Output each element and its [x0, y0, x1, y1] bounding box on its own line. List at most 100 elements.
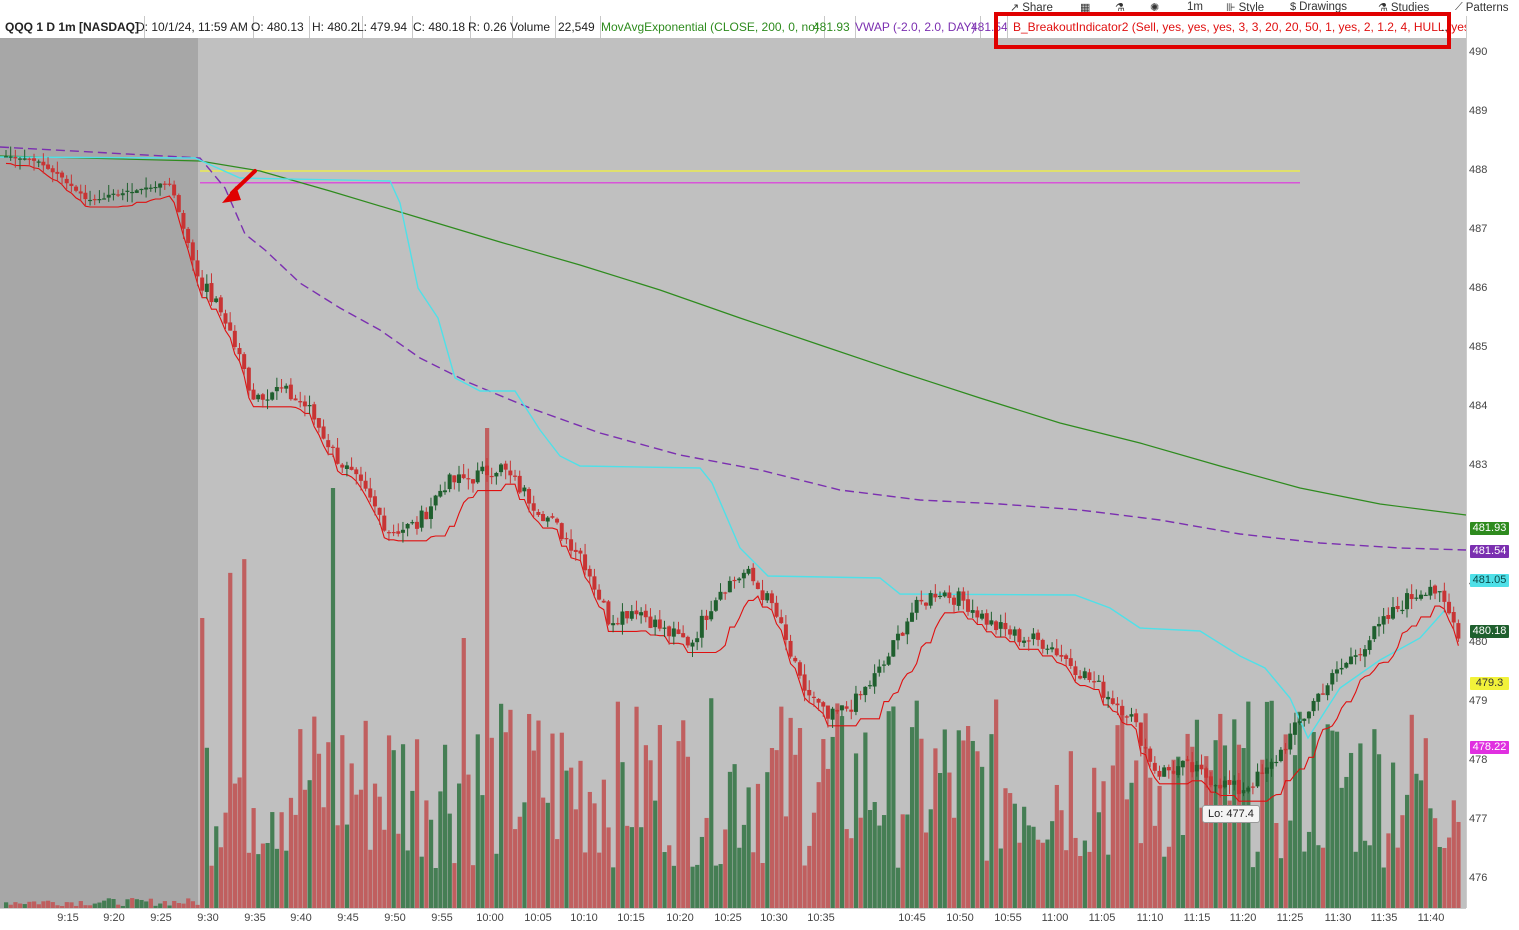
volume-label[interactable]: Volume: [505, 16, 557, 38]
symbol-label[interactable]: QQQ 1 D 1m [NASDAQ]: [0, 16, 146, 38]
time-tick-label: 11:20: [1229, 912, 1257, 924]
volume-bar: [288, 797, 294, 908]
candle-body: [1148, 748, 1153, 762]
volume-bar: [1372, 729, 1377, 908]
candle-body: [354, 469, 359, 475]
share-button[interactable]: ↗ Share: [1010, 1, 1053, 15]
candle-body: [508, 470, 513, 476]
volume-bar: [88, 905, 93, 908]
candle-body: [288, 384, 293, 400]
volume-bar: [1428, 808, 1433, 908]
flask-button[interactable]: ⚗: [1115, 1, 1125, 14]
candle-body: [629, 611, 634, 619]
volume-bar: [886, 711, 891, 908]
candle-body: [1068, 658, 1073, 666]
volume-bar: [671, 865, 677, 908]
volume-bar: [760, 863, 765, 908]
volume-bar: [1073, 837, 1078, 908]
volume-bar: [1003, 788, 1008, 908]
candle-body: [1101, 681, 1106, 698]
volume-bar: [914, 700, 919, 908]
date-label: D: 10/1/24, 11:59 AM: [131, 16, 254, 38]
candle-body: [681, 633, 686, 638]
candle-body: [330, 446, 335, 448]
volume-bar: [657, 725, 662, 908]
volume-bar: [204, 747, 210, 908]
volume-bar: [872, 802, 877, 908]
volume-bar: [1241, 748, 1246, 908]
candle-body: [695, 638, 700, 643]
price-axis[interactable]: [1466, 16, 1519, 908]
time-axis[interactable]: [0, 908, 1466, 930]
candle-body: [1260, 772, 1265, 774]
candle-body: [863, 686, 868, 696]
candle-body: [223, 313, 228, 324]
volume-bar: [83, 905, 88, 908]
candle-body: [699, 615, 704, 638]
volume-bar: [1129, 782, 1134, 908]
chart-plot-area[interactable]: [0, 38, 1466, 908]
candle-body: [1082, 671, 1087, 679]
breakout-study-label[interactable]: B_BreakoutIndicator2 (Sell, yes, yes, ye…: [1008, 16, 1480, 38]
more-studies-button[interactable]: ...: [1441, 20, 1452, 34]
candle-body: [1372, 626, 1377, 640]
candle-body: [779, 617, 784, 624]
volume-bar: [46, 900, 51, 908]
volume-bar: [242, 559, 247, 908]
volume-bar: [1078, 856, 1083, 908]
candle-body: [1376, 623, 1381, 627]
volume-bar: [1348, 752, 1354, 908]
volume-bar: [1208, 770, 1214, 908]
volume-bar: [938, 773, 943, 908]
timeframe-button[interactable]: 1m: [1187, 1, 1203, 13]
candle-body: [807, 689, 812, 696]
candle-body: [293, 398, 298, 401]
volume-bar: [78, 901, 83, 908]
volume-bar: [723, 829, 728, 908]
ema-study-label[interactable]: MovAvgExponential (CLOSE, 200, 0, no): [596, 16, 825, 38]
volume-bar: [695, 864, 700, 908]
volume-bar: [251, 808, 256, 908]
candle-body: [64, 178, 69, 184]
candle-body: [405, 523, 410, 529]
volume-bar: [307, 780, 312, 908]
patterns-icon: ⟋: [1455, 1, 1463, 13]
style-button[interactable]: ⊪ Style: [1226, 1, 1265, 15]
candle-body: [1064, 655, 1069, 659]
candle-body: [662, 627, 667, 629]
candle-body: [648, 616, 653, 628]
candle-body: [573, 549, 578, 552]
volume-bar: [494, 853, 499, 908]
grid-icon: ▦: [1080, 2, 1091, 14]
settings-button[interactable]: ✺: [1150, 1, 1159, 14]
volume-bar: [1236, 744, 1242, 908]
vwap-study-label[interactable]: VWAP (-2.0, 2.0, DAY): [850, 16, 982, 38]
volume-bar: [466, 774, 471, 908]
volume-bar: [536, 720, 541, 908]
candle-body: [50, 168, 55, 173]
candle-body: [611, 623, 616, 626]
volume-bar: [55, 905, 60, 908]
candle-body: [1316, 693, 1321, 702]
patterns-button[interactable]: ⟋ Patterns: [1455, 1, 1509, 14]
candle-body: [1255, 771, 1260, 787]
drawings-button[interactable]: $ Drawings: [1290, 1, 1348, 13]
price-tick-label: 484: [1469, 400, 1488, 412]
high-label: H: 480.2: [307, 16, 364, 38]
volume-bar: [1278, 858, 1284, 908]
volume-bar: [1269, 700, 1274, 908]
volume-bar: [667, 845, 672, 908]
candle-body: [116, 194, 121, 196]
candle-body: [36, 161, 41, 163]
volume-bar: [400, 744, 406, 908]
candle-body: [55, 171, 60, 174]
candle-body: [251, 389, 256, 400]
studies-button[interactable]: ⚗ Studies: [1378, 1, 1430, 15]
candle-body: [144, 187, 149, 190]
time-tick-label: 10:55: [994, 912, 1022, 924]
volume-bar: [419, 856, 424, 908]
settings-toggle[interactable]: ▦: [1080, 1, 1090, 14]
volume-bar: [653, 800, 658, 908]
candle-body: [1213, 785, 1218, 787]
candle-body: [284, 385, 289, 389]
